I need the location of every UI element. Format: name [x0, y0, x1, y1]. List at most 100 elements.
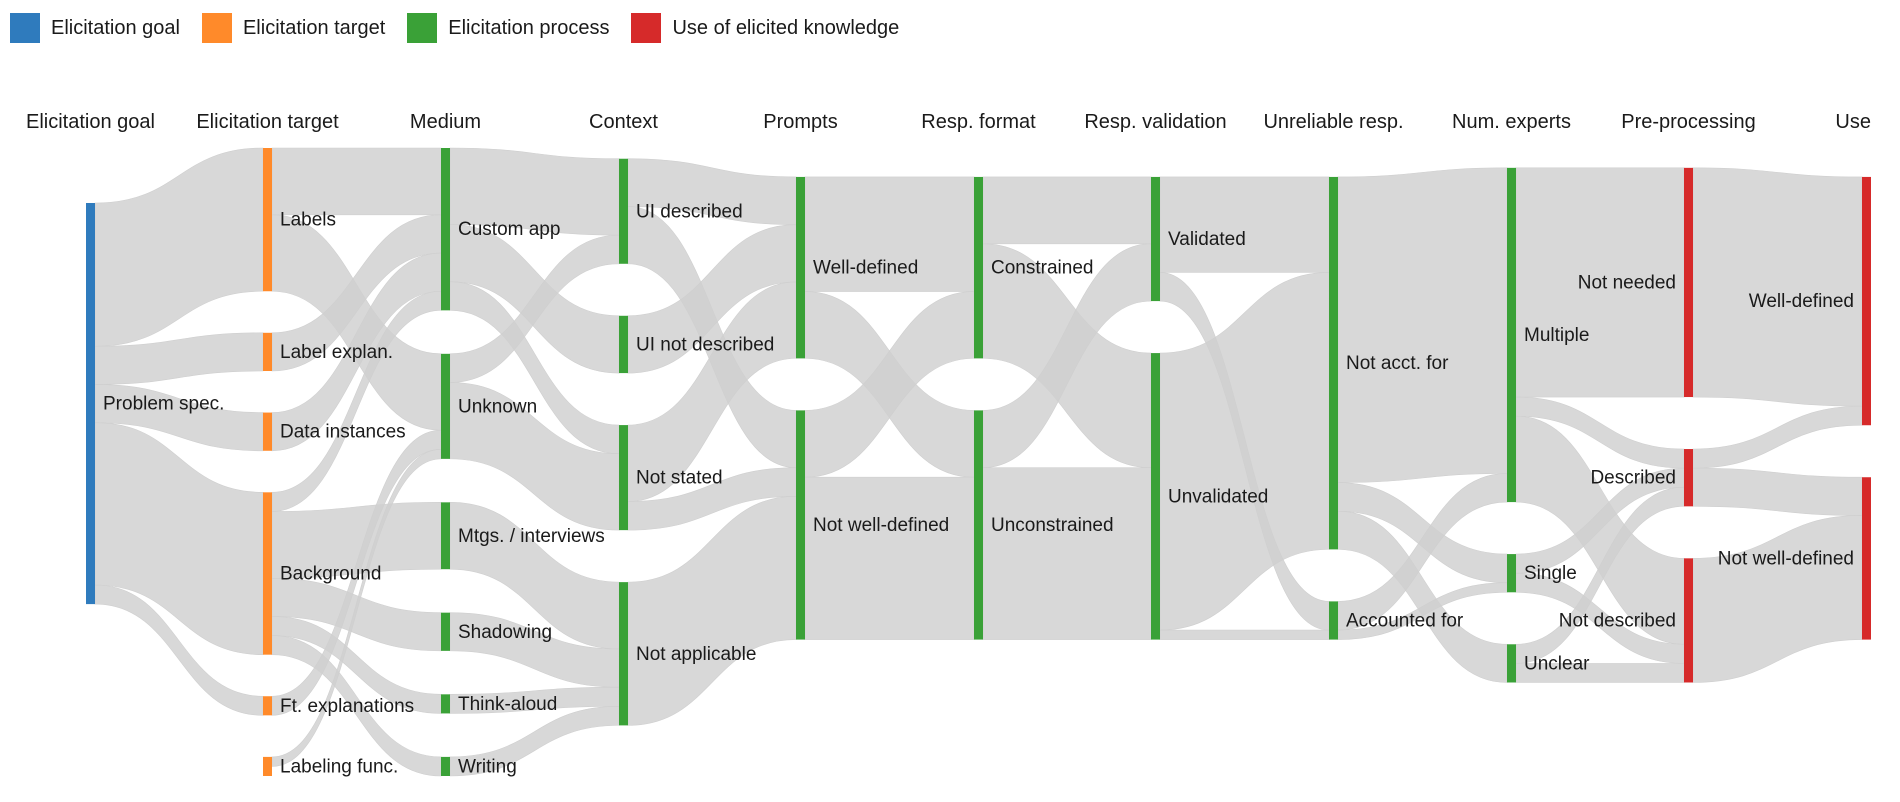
flow-link-not-applicable-to-not-well-defined [627, 496, 797, 726]
node-label-not-needed: Not needed [1578, 272, 1676, 293]
node-label-writing: Writing [458, 756, 517, 777]
node-medium-custom-app [441, 148, 450, 311]
node-label-ui-described: UI described [636, 201, 743, 222]
flow-link-unvalidated-to-not-acct-for [1159, 272, 1330, 631]
node-label-validated: Validated [1168, 229, 1246, 250]
node-label-unvalidated: Unvalidated [1168, 486, 1268, 507]
labels-layer: Elicitation goal Problem spec. Elicitation… [26, 111, 1871, 777]
legend-item-elicitation-target: Elicitation target [201, 13, 386, 43]
column-header-medium: Medium [410, 111, 481, 133]
node-unreliable-resp-accounted-for [1329, 601, 1338, 640]
flow-link-unvalidated-to-accounted-for [1159, 629, 1330, 640]
column-header-use: Use [1835, 111, 1871, 133]
node-context-ui-not-described [619, 315, 628, 374]
node-label-ui-not-described: UI not described [636, 334, 774, 355]
flow-link-not-acct-for-to-multiple [1337, 167, 1508, 483]
column-header-unreliable-resp: Unreliable resp. [1263, 111, 1403, 133]
legend-swatch [407, 13, 438, 43]
legend-label: Elicitation process [448, 16, 610, 39]
node-context-ui-described [619, 158, 628, 264]
node-label-multiple: Multiple [1524, 325, 1589, 346]
legend-swatch [10, 13, 40, 43]
node-label-think-aloud: Think-aloud [458, 694, 557, 715]
node-resp-validation-validated [1151, 176, 1160, 302]
node-num-experts-unclear [1507, 644, 1516, 683]
node-label-not-well-defined: Not well-defined [1718, 548, 1854, 569]
node-context-not-stated [619, 425, 628, 531]
node-context-not-applicable [619, 582, 628, 726]
node-use-not-well-defined [1862, 477, 1871, 640]
legend: Elicitation goal Elicitation target Elic… [10, 12, 921, 44]
flow-link-not-needed-to-well-defined [1692, 167, 1863, 407]
node-label-data-instances: Data instances [280, 422, 406, 443]
node-label-unconstrained: Unconstrained [991, 515, 1114, 536]
node-label-label-explan: Label explan. [280, 342, 393, 363]
node-label-described: Described [1590, 468, 1676, 489]
node-prompts-well-defined [796, 176, 805, 359]
legend-label: Elicitation goal [51, 16, 180, 39]
node-label-accounted-for: Accounted for [1346, 610, 1464, 631]
node-resp-format-constrained [974, 176, 983, 359]
legend-item-elicitation-goal: Elicitation goal [10, 13, 180, 43]
node-label-constrained: Constrained [991, 258, 1093, 279]
node-prompts-not-well-defined [796, 410, 805, 640]
node-label-not-stated: Not stated [636, 468, 723, 489]
node-medium-unknown [441, 353, 450, 459]
column-header-pre-processing: Pre-processing [1621, 111, 1756, 133]
node-label-ft-explanations: Ft. explanations [280, 696, 414, 717]
flow-link-validated-to-not-acct-for [1159, 176, 1330, 273]
node-label-labeling-func: Labeling func. [280, 756, 398, 777]
flow-link-unconstrained-to-unvalidated [982, 467, 1152, 640]
node-elicitation-target-labeling-func [263, 756, 272, 776]
column-header-context: Context [589, 111, 658, 133]
flow-link-labels-to-custom-app [271, 147, 442, 216]
node-label-not-acct-for: Not acct. for [1346, 353, 1449, 374]
node-label-well-defined: Well-defined [813, 258, 918, 279]
node-label-labels: Labels [280, 210, 336, 231]
legend-item-use-of-elicited-knowledge: Use of elicited knowledge [631, 13, 899, 43]
node-label-shadowing: Shadowing [458, 622, 552, 643]
node-elicitation-target-background [263, 492, 272, 655]
flow-link-not-described-to-not-well-defined [1692, 515, 1863, 683]
node-label-well-defined: Well-defined [1749, 291, 1854, 312]
flow-link-problem-spec-to-background [94, 422, 264, 655]
node-medium-mtgs-interviews [441, 502, 450, 570]
node-medium-shadowing [441, 612, 450, 651]
node-medium-think-aloud [441, 694, 450, 714]
nodes-layer [86, 148, 1871, 776]
node-label-not-applicable: Not applicable [636, 644, 756, 665]
legend-label: Elicitation target [242, 16, 386, 39]
node-label-background: Background [280, 564, 381, 585]
links-layer [94, 147, 1863, 777]
node-label-unclear: Unclear [1524, 653, 1590, 674]
node-pre-processing-described [1684, 449, 1693, 507]
node-label-single: Single [1524, 563, 1577, 584]
node-unreliable-resp-not-acct-for [1329, 176, 1338, 550]
flow-link-problem-spec-to-labels [94, 147, 264, 347]
column-header-resp-validation: Resp. validation [1084, 111, 1226, 133]
node-label-unknown: Unknown [458, 396, 537, 417]
legend-swatch [201, 13, 232, 43]
node-resp-format-unconstrained [974, 410, 983, 640]
flow-link-not-well-defined-to-unconstrained [804, 476, 975, 640]
node-elicitation-goal-problem-spec [86, 203, 95, 605]
node-num-experts-multiple [1507, 167, 1516, 503]
node-elicitation-target-labels [263, 148, 272, 292]
flow-link-described-to-not-well-defined [1692, 467, 1863, 516]
node-label-custom-app: Custom app [458, 219, 560, 240]
legend-item-elicitation-process: Elicitation process [407, 13, 609, 43]
column-header-num-experts: Num. experts [1452, 111, 1571, 133]
node-label-mtgs-interviews: Mtgs. / interviews [458, 526, 605, 547]
node-label-problem-spec: Problem spec. [103, 394, 224, 415]
legend-label: Use of elicited knowledge [672, 16, 900, 39]
node-elicitation-target-data-instances [263, 412, 272, 451]
column-header-elicitation-goal: Elicitation goal [26, 111, 155, 133]
node-pre-processing-not-described [1684, 558, 1693, 683]
node-num-experts-single [1507, 554, 1516, 593]
column-header-elicitation-target: Elicitation target [196, 111, 339, 133]
flow-link-problem-spec-to-ft-explanations [94, 584, 264, 716]
node-pre-processing-not-needed [1684, 167, 1693, 398]
column-header-resp-format: Resp. format [921, 111, 1036, 133]
node-use-well-defined [1862, 176, 1871, 426]
flow-link-constrained-to-validated [982, 176, 1152, 245]
